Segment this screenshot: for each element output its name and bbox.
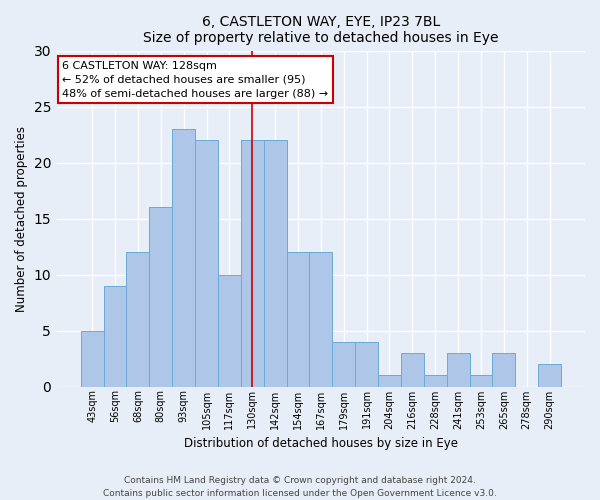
Y-axis label: Number of detached properties: Number of detached properties [15,126,28,312]
Text: Contains HM Land Registry data © Crown copyright and database right 2024.
Contai: Contains HM Land Registry data © Crown c… [103,476,497,498]
Bar [195,140,218,386]
Bar [401,353,424,386]
Bar [355,342,378,386]
Bar [378,376,401,386]
Bar [287,252,310,386]
Bar [172,129,195,386]
Bar [127,252,149,386]
Bar [538,364,561,386]
Bar [218,274,241,386]
Bar [446,353,470,386]
Bar [263,140,287,386]
Bar [493,353,515,386]
Title: 6, CASTLETON WAY, EYE, IP23 7BL
Size of property relative to detached houses in : 6, CASTLETON WAY, EYE, IP23 7BL Size of … [143,15,499,45]
Bar [310,252,332,386]
Bar [81,330,104,386]
Text: 6 CASTLETON WAY: 128sqm
← 52% of detached houses are smaller (95)
48% of semi-de: 6 CASTLETON WAY: 128sqm ← 52% of detache… [62,60,328,98]
Bar [241,140,263,386]
X-axis label: Distribution of detached houses by size in Eye: Distribution of detached houses by size … [184,437,458,450]
Bar [149,208,172,386]
Bar [104,286,127,386]
Bar [424,376,446,386]
Bar [332,342,355,386]
Bar [470,376,493,386]
